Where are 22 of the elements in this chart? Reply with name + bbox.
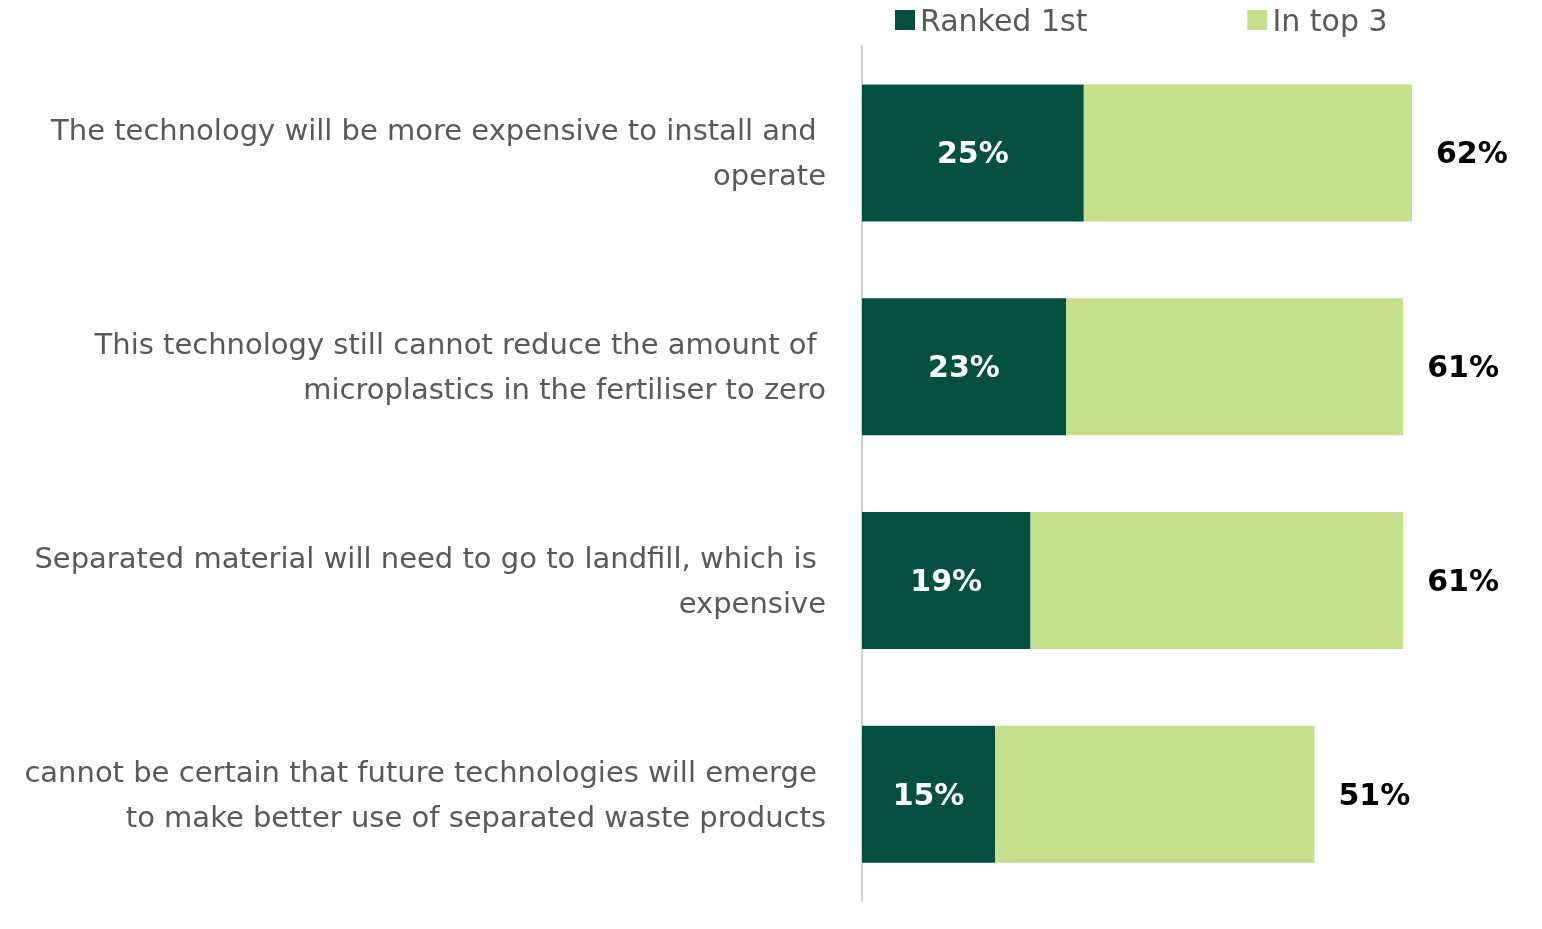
- y-tick-label: The technology will be more expensive to install and operate: [50, 113, 826, 193]
- bar: [1030, 511, 1404, 649]
- total-label: 51%: [1338, 776, 1411, 812]
- y-tick-label: cannot be certain that future technologies will emerge to make better use of separated waste products: [24, 754, 826, 834]
- bar: [862, 298, 1067, 436]
- data-label: 15%: [892, 776, 965, 812]
- data-label: 25%: [936, 135, 1009, 171]
- bar: [995, 725, 1315, 863]
- total-label: 61%: [1427, 349, 1499, 385]
- bar: [1083, 84, 1412, 222]
- legend-label: In top 3: [1272, 2, 1388, 38]
- bar: [862, 511, 1031, 649]
- bar: [862, 725, 996, 863]
- bar: [862, 84, 1084, 222]
- y-tick-label: Separated material will need to go to landfill, which is expensive: [34, 540, 826, 620]
- total-label: 62%: [1436, 135, 1508, 171]
- data-label: 19%: [910, 562, 983, 598]
- data-label: 23%: [928, 349, 1000, 385]
- y-tick-label: This technology still cannot reduce the amount of microplastics in the fertiliser to zero: [93, 327, 826, 407]
- bar: [1066, 298, 1404, 436]
- legend-label: Ranked 1st: [920, 2, 1088, 38]
- total-label: 61%: [1427, 562, 1499, 598]
